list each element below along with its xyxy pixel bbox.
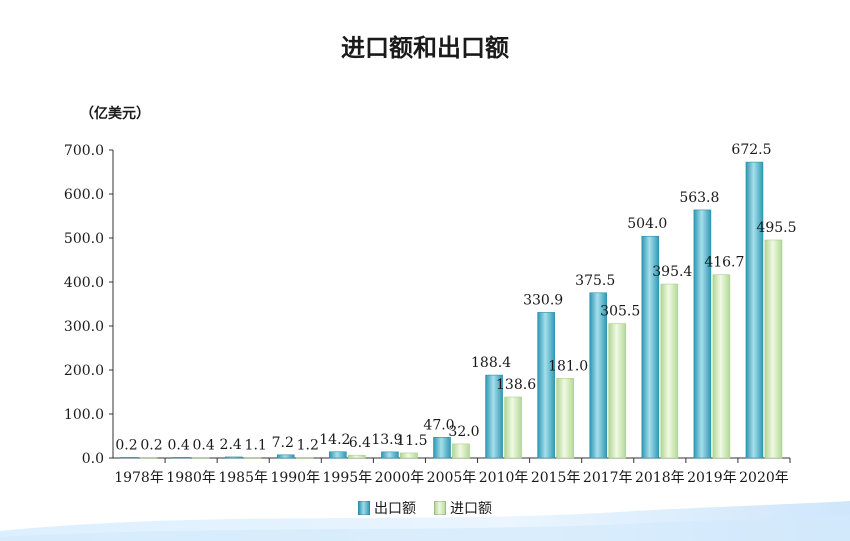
legend-swatch-export: [358, 501, 370, 515]
bar-export-value-label: 188.4: [471, 355, 511, 371]
bar-import-value-label: 0.2: [140, 437, 162, 453]
chart-title: 进口额和出口额: [341, 34, 509, 62]
x-tick-label: 2010年: [479, 470, 529, 486]
legend-item-import: 进口额: [434, 498, 492, 518]
bar-import: [139, 457, 158, 459]
y-tick-label: 400.0: [64, 275, 104, 291]
x-tick-label: 2005年: [427, 470, 477, 486]
x-tick-label: 2015年: [531, 470, 581, 486]
x-tick-label: 2019年: [687, 470, 737, 486]
legend-swatch-import: [434, 501, 446, 515]
x-tick-label: 2000年: [375, 470, 425, 486]
bar-export-value-label: 330.9: [523, 292, 563, 308]
x-tick-label: 2020年: [739, 470, 789, 486]
bar-export-value-label: 0.2: [115, 437, 137, 453]
x-tick-label: 1978年: [114, 470, 164, 486]
y-tick-label: 300.0: [64, 319, 104, 335]
bar-import: [504, 396, 522, 459]
bar-export-value-label: 672.5: [731, 142, 771, 158]
bar-import-value-label: 181.0: [548, 358, 588, 374]
bar-export-value-label: 0.4: [167, 437, 189, 453]
bar-export-value-label: 2.4: [220, 437, 242, 453]
bar-import: [348, 454, 366, 459]
bar-import-value-label: 6.4: [349, 435, 371, 451]
y-axis-unit-label: （亿美元）: [80, 106, 150, 122]
bar-export: [589, 292, 608, 459]
chart-legend: 出口额 进口额: [0, 498, 850, 518]
bar-import: [608, 323, 627, 459]
x-tick-label: 1985年: [218, 470, 268, 486]
legend-label-export: 出口额: [374, 501, 416, 517]
bar-import: [712, 274, 731, 459]
y-tick-label: 100.0: [64, 407, 104, 423]
bar-import-value-label: 305.5: [600, 304, 640, 320]
bar-import: [243, 457, 262, 459]
bar-import-value-label: 32.0: [448, 424, 479, 440]
bar-import-value-label: 0.4: [192, 437, 214, 453]
y-tick-label: 200.0: [64, 363, 104, 379]
bar-import-value-label: 495.5: [756, 220, 796, 236]
bar-export: [433, 437, 451, 459]
bar-export: [537, 312, 555, 459]
bar-export: [329, 451, 347, 459]
bar-export-value-label: 13.9: [371, 432, 402, 448]
bar-export: [120, 457, 139, 459]
bar-import: [764, 239, 783, 459]
bar-export: [276, 454, 295, 459]
bar-import: [452, 443, 470, 459]
x-tick-label: 1995年: [323, 470, 373, 486]
bar-export: [381, 451, 399, 459]
bar-import-value-label: 1.1: [245, 437, 267, 453]
legend-label-import: 进口额: [450, 501, 492, 517]
bar-export: [172, 457, 191, 459]
bar-import-value-label: 1.2: [297, 437, 319, 453]
y-tick-label: 700.0: [64, 143, 104, 159]
decorative-wave: [0, 501, 850, 541]
bar-import: [295, 457, 314, 459]
y-tick-label: 600.0: [64, 187, 104, 203]
bar-export-value-label: 563.8: [679, 190, 719, 206]
bar-import: [191, 457, 210, 459]
bar-import-value-label: 416.7: [704, 255, 744, 271]
bar-import: [660, 283, 679, 459]
bar-export: [485, 374, 503, 459]
bar-export: [224, 456, 243, 459]
y-tick-label: 0.0: [82, 451, 104, 467]
bar-import-value-label: 11.5: [396, 433, 427, 449]
x-tick-label: 2018年: [635, 470, 685, 486]
x-tick-label: 1990年: [270, 470, 320, 486]
bar-export-value-label: 375.5: [575, 273, 615, 289]
y-tick-label: 500.0: [64, 231, 104, 247]
bar-export: [693, 209, 712, 459]
bar-export-value-label: 47.0: [423, 417, 454, 433]
bar-export-value-label: 7.2: [272, 435, 294, 451]
bar-import: [400, 452, 418, 459]
bar-import: [556, 378, 574, 459]
bar-export-value-label: 14.2: [319, 432, 350, 448]
legend-item-export: 出口额: [358, 498, 416, 518]
bar-export-value-label: 504.0: [627, 216, 667, 232]
x-tick-label: 1980年: [166, 470, 216, 486]
x-tick-label: 2017年: [583, 470, 633, 486]
bar-export: [641, 235, 660, 459]
bar-import-value-label: 395.4: [652, 264, 692, 280]
bar-import-value-label: 138.6: [496, 377, 536, 393]
bar-export: [745, 161, 764, 459]
